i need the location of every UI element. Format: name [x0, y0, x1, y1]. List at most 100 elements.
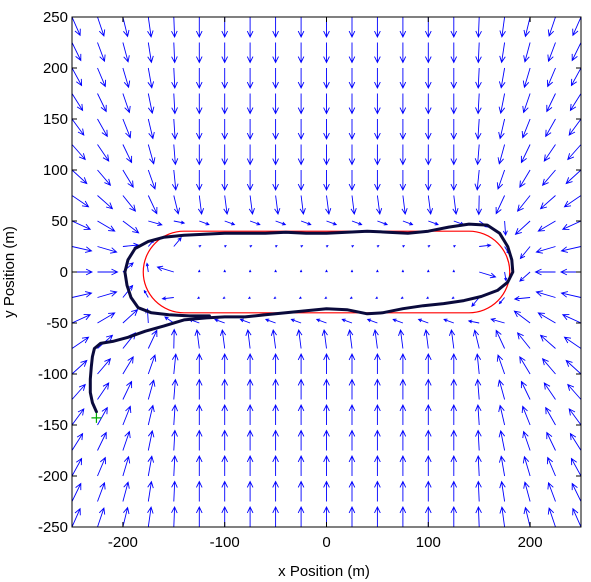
field-arrow [498, 67, 506, 89]
field-arrow [348, 119, 356, 141]
field-arrow [195, 144, 203, 166]
field-arrow [72, 432, 84, 451]
field-arrow [122, 356, 134, 375]
axis-ticks: -200 -100 0 100 200 250 200 150 100 50 0 -50 -100 -15… [38, 9, 581, 551]
field-arrow [471, 297, 480, 307]
start-marker [91, 412, 102, 423]
field-arrow [424, 352, 432, 374]
field-arrow [452, 195, 459, 216]
field-arrow [122, 67, 131, 89]
field-arrow [72, 195, 90, 208]
field-arrow [323, 352, 330, 374]
field-arrow [246, 352, 254, 374]
field-arrow [402, 220, 414, 226]
field-arrow [374, 17, 381, 39]
field-arrow [122, 506, 130, 527]
field-arrow [272, 144, 279, 166]
trajectory-layer [88, 222, 515, 423]
field-arrow [147, 67, 155, 89]
field-arrow [541, 169, 556, 186]
y-tick-label: -50 [46, 315, 68, 332]
field-arrow [297, 144, 305, 166]
field-arrow [270, 328, 277, 349]
field-arrow [523, 506, 531, 527]
field-arrow [147, 329, 158, 349]
field-arrow [246, 480, 254, 502]
field-arrow [248, 195, 255, 216]
field-arrow [348, 378, 356, 400]
field-arrow [402, 245, 406, 248]
field-arrow [546, 67, 556, 88]
field-arrow [374, 403, 381, 425]
field-arrow [399, 403, 407, 425]
field-arrow [374, 42, 381, 64]
field-arrow [195, 17, 203, 39]
field-arrow [450, 42, 458, 64]
field-arrow [522, 67, 531, 89]
field-arrow [498, 455, 506, 477]
field-arrow [147, 455, 155, 477]
field-arrow [300, 220, 312, 226]
field-arrow [479, 243, 492, 248]
field-arrow [323, 454, 330, 476]
field-arrow [248, 269, 252, 273]
field-arrow [496, 169, 506, 190]
field-arrow [297, 454, 305, 476]
y-tick-label: -100 [38, 366, 68, 383]
field-arrow [325, 195, 332, 216]
field-arrow [475, 67, 482, 90]
field-arrow [474, 169, 482, 191]
field-arrow [399, 454, 407, 476]
field-arrow [426, 269, 430, 273]
field-arrow [72, 169, 88, 185]
y-tick-label: 150 [43, 111, 68, 128]
field-arrow [520, 144, 531, 164]
field-arrow [296, 328, 303, 349]
field-arrow [324, 296, 328, 299]
field-arrow [399, 119, 407, 141]
field-arrow [171, 480, 178, 502]
field-arrow [376, 195, 383, 216]
field-arrow [173, 195, 181, 215]
field-arrow [537, 220, 556, 232]
field-arrow [122, 405, 132, 426]
field-arrow [195, 119, 203, 141]
field-arrow [297, 505, 305, 527]
field-arrow [472, 329, 480, 349]
field-arrow [374, 68, 381, 90]
field-arrow [247, 296, 251, 299]
field-arrow [321, 328, 328, 349]
field-arrow [450, 403, 458, 425]
field-arrow [475, 429, 482, 451]
field-arrow [475, 42, 482, 64]
field-arrow [495, 195, 506, 215]
field-arrow [173, 220, 186, 225]
field-arrow [498, 118, 506, 140]
field-arrow [424, 93, 432, 115]
vector-field [72, 17, 581, 527]
field-arrow [452, 269, 456, 273]
field-arrow [399, 144, 407, 166]
field-arrow [504, 271, 508, 282]
field-arrow [299, 269, 303, 273]
field-arrow [147, 169, 157, 190]
field-arrow [290, 318, 302, 324]
field-arrow [171, 93, 178, 115]
field-arrow [246, 429, 254, 451]
field-arrow [272, 505, 279, 527]
field-arrow [171, 353, 179, 375]
field-arrow [474, 378, 482, 400]
reference-path-layer [142, 230, 511, 314]
field-arrow [399, 505, 407, 527]
field-arrow [392, 318, 404, 324]
field-arrow [297, 480, 305, 502]
field-arrow [272, 454, 279, 476]
field-arrow [424, 170, 432, 192]
y-tick-label: 250 [43, 9, 68, 26]
field-arrow [239, 318, 251, 324]
field-arrow [323, 42, 330, 64]
field-arrow [246, 454, 254, 476]
field-arrow [535, 290, 556, 298]
field-arrow [72, 118, 85, 136]
field-arrow [496, 354, 506, 375]
